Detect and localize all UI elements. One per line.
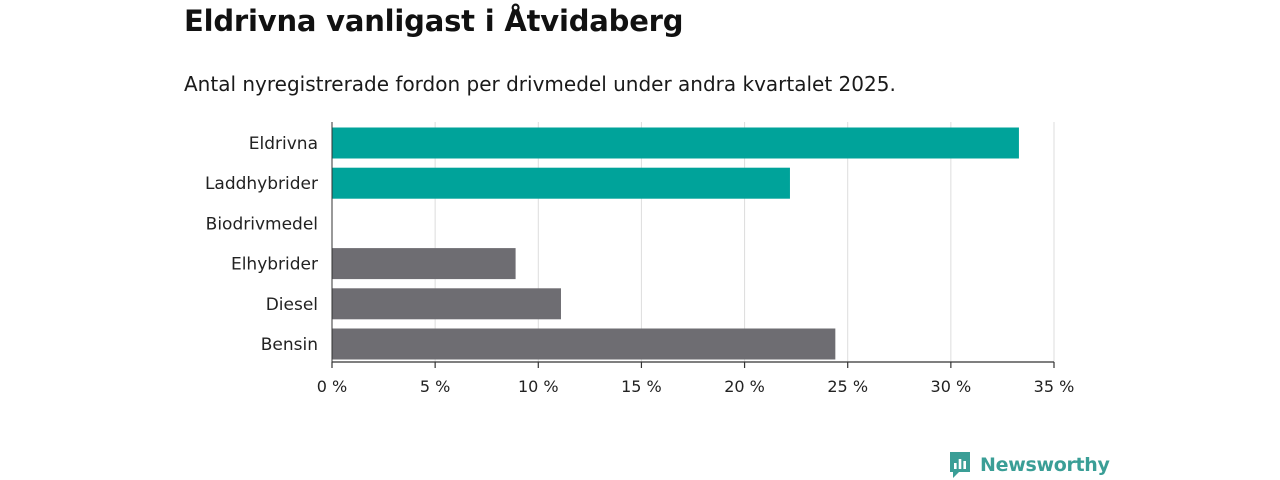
category-label: Eldrivna	[249, 134, 318, 154]
bar-eldrivna	[332, 127, 1019, 159]
category-label: Laddhybrider	[205, 174, 318, 194]
brand[interactable]: Newsworthy	[948, 450, 1110, 480]
category-labels: Eldrivna Laddhybrider Biodrivmedel Elhybrid…	[205, 134, 318, 355]
grid-lines	[434, 122, 1055, 362]
x-axis: 0 % 5 % 10 % 15 % 20 % 25 % 30 % 35 %	[317, 122, 1075, 396]
x-tick-label: 10 %	[518, 377, 559, 396]
category-label: Diesel	[266, 295, 318, 315]
brand-name: Newsworthy	[980, 454, 1110, 476]
x-tick-label: 35 %	[1034, 377, 1075, 396]
chart-title: Eldrivna vanligast i Åtvidaberg	[184, 4, 684, 38]
category-label: Bensin	[261, 335, 318, 355]
x-tick-label: 30 %	[931, 377, 972, 396]
bar-bensin	[332, 328, 836, 360]
x-tick-label: 5 %	[420, 377, 450, 396]
x-tick-label: 15 %	[621, 377, 662, 396]
bar-laddhybrider	[332, 167, 790, 199]
chart-subtitle: Antal nyregistrerade fordon per drivmede…	[184, 72, 896, 96]
x-tick-label: 25 %	[827, 377, 868, 396]
category-label: Biodrivmedel	[206, 214, 318, 234]
x-tick-label: 0 %	[317, 377, 347, 396]
bar-elhybrider	[332, 248, 516, 280]
bar-diesel	[332, 288, 561, 320]
newsworthy-logo-icon	[950, 452, 970, 478]
category-label: Elhybrider	[231, 255, 318, 275]
x-tick-label: 20 %	[724, 377, 765, 396]
bars	[332, 127, 1019, 360]
